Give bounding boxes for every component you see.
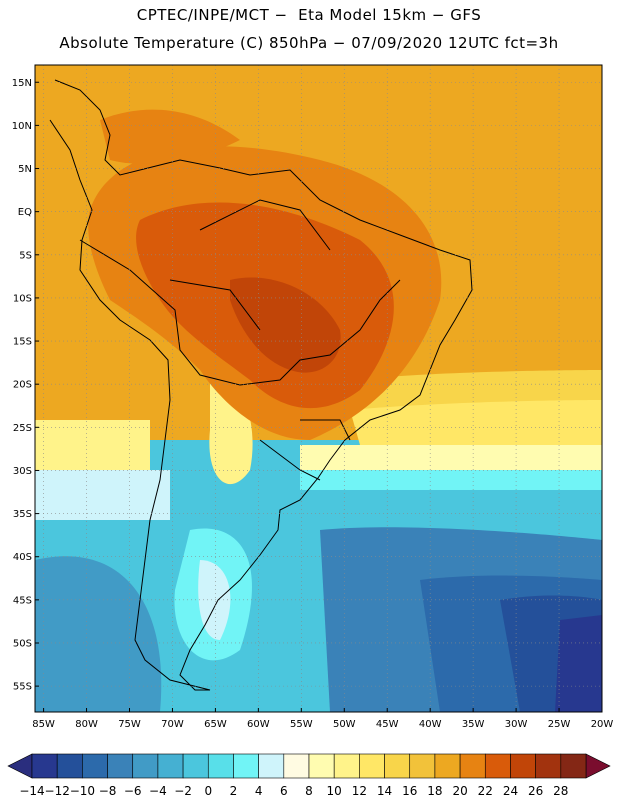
colorbar-label: 18 (427, 784, 442, 798)
lon-tick-label: 70W (161, 719, 184, 730)
colorbar-cell (233, 753, 259, 779)
map-title-line2: Absolute Temperature (C) 850hPa − 07/09/… (59, 34, 559, 52)
colorbar-cell (434, 753, 461, 779)
lon-tick-label: 85W (32, 719, 55, 730)
colorbar-label: 8 (305, 784, 313, 798)
lat-tick-label: 40S (13, 552, 32, 563)
colorbar-label: −10 (70, 784, 95, 798)
colorbar-cell (107, 753, 134, 779)
colorbar-cell (484, 753, 511, 779)
colorbar: −14 −12 −10 −8 −6 −4 −2 0 2 4 6 8 10 12 14 16 18 20 22 24 26… (7, 753, 611, 798)
lat-tick-label: 25S (13, 423, 32, 434)
lon-tick-label: 65W (204, 719, 227, 730)
colorbar-cell (560, 753, 587, 779)
colorbar-label: 10 (327, 784, 342, 798)
colorbar-label: −12 (45, 784, 70, 798)
grid-lines (35, 65, 603, 712)
longitude-axis: 85W 80W 75W 70W 65W 60W 55W 50W 45W 40W 35W 30W 25W 2… (32, 708, 613, 730)
colorbar-cell (283, 753, 310, 779)
lat-tick-label: 30S (13, 466, 32, 477)
lat-tick-label: 55S (13, 682, 32, 693)
map-title-line1: CPTEC/INPE/MCT − Eta Model 15km − GFS (136, 6, 482, 24)
colorbar-cell (409, 753, 436, 779)
lon-tick-label: 25W (548, 719, 571, 730)
colorbar-cell (182, 753, 209, 779)
colorbar-label: 16 (402, 784, 417, 798)
map-frame (34, 64, 603, 713)
lat-tick-label: 35S (13, 509, 32, 520)
coastline (49, 79, 473, 691)
lat-tick-label: 20S (13, 380, 32, 391)
colorbar-cell (535, 753, 562, 779)
lon-tick-label: 30W (505, 719, 528, 730)
lon-tick-label: 55W (290, 719, 313, 730)
lat-tick-label: 50S (13, 638, 32, 649)
lon-tick-label: 80W (75, 719, 98, 730)
colorbar-label: 12 (352, 784, 367, 798)
colorbar-cell (132, 753, 159, 779)
colorbar-cell (308, 753, 335, 779)
lon-tick-label: 75W (118, 719, 141, 730)
colorbar-label: 6 (280, 784, 288, 798)
colorbar-label: −2 (174, 784, 192, 798)
lat-tick-label: 10S (13, 293, 32, 304)
colorbar-cell (56, 753, 83, 779)
lat-tick-label: 15N (12, 78, 32, 89)
colorbar-cell (459, 753, 486, 779)
lat-tick-label: 15S (13, 337, 32, 348)
lon-tick-label: 60W (247, 719, 270, 730)
colorbar-label: 2 (230, 784, 238, 798)
colorbar-label: −8 (99, 784, 117, 798)
lat-tick-label: EQ (18, 207, 32, 218)
colorbar-label: −6 (124, 784, 142, 798)
colorbar-over-arrow (585, 753, 611, 779)
lat-tick-label: 5S (19, 250, 32, 261)
lat-tick-label: 10N (12, 121, 32, 132)
lon-tick-label: 40W (419, 719, 442, 730)
colorbar-cell (157, 753, 184, 779)
colorbar-under-arrow (7, 753, 33, 779)
lon-tick-label: 45W (376, 719, 399, 730)
lon-tick-label: 20W (591, 719, 614, 730)
colorbar-cell (359, 753, 385, 779)
colorbar-cell (31, 753, 58, 779)
colorbar-label: −14 (19, 784, 44, 798)
lon-tick-label: 35W (462, 719, 485, 730)
colorbar-label: 4 (255, 784, 263, 798)
colorbar-label: 28 (553, 784, 568, 798)
colorbar-label: 0 (204, 784, 212, 798)
colorbar-cell (510, 753, 536, 779)
colorbar-cell (384, 753, 411, 779)
colorbar-label: 14 (377, 784, 392, 798)
lon-tick-label: 50W (333, 719, 356, 730)
colorbar-label: 24 (503, 784, 518, 798)
lat-tick-label: 5N (18, 164, 32, 175)
colorbar-label: −4 (149, 784, 167, 798)
colorbar-label: 26 (528, 784, 543, 798)
colorbar-label: 22 (478, 784, 493, 798)
latitude-axis: 15N 10N 5N EQ 5S 10S 15S 20S 25S 30S 35S 40S 45S 50S 5… (12, 78, 39, 693)
colorbar-label: 20 (452, 784, 467, 798)
lat-tick-label: 45S (13, 595, 32, 606)
colorbar-cell (333, 753, 360, 779)
colorbar-cell (207, 753, 234, 779)
colorbar-cell (258, 753, 285, 779)
colorbar-cell (82, 753, 108, 779)
temperature-field (35, 65, 602, 712)
